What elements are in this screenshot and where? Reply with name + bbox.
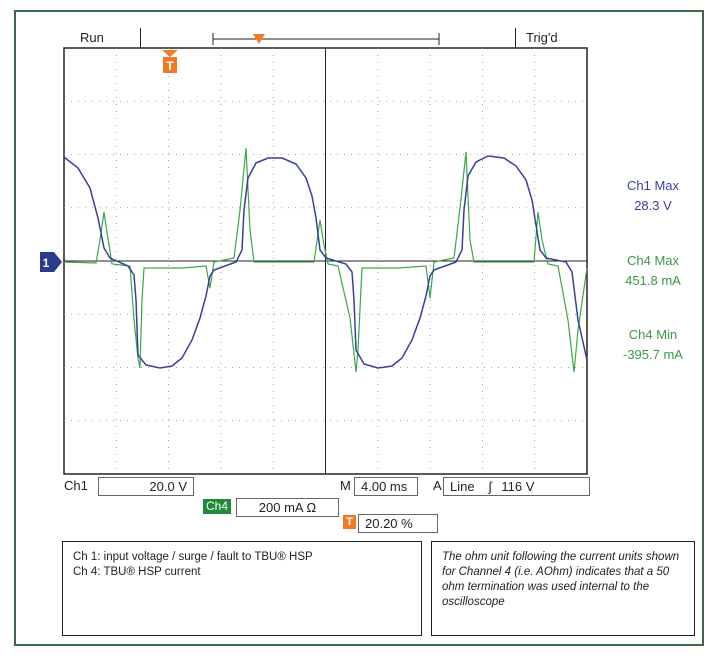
trigger-label: A	[433, 478, 442, 493]
ch1-scale: 20.0 V	[149, 479, 187, 494]
status-divider	[140, 28, 141, 50]
ch4-scale: 200 mA Ω	[258, 500, 317, 515]
ch4-max-measurement: Ch4 Max 451.8 mA	[598, 251, 708, 291]
legend-ch4: Ch 4: TBU® HSP current	[73, 566, 201, 578]
ch4-min-label: Ch4 Min	[628, 327, 678, 342]
trigger-level: 116 V	[501, 479, 535, 494]
trigger-marker-label: T	[166, 59, 174, 73]
channel-legend-note: Ch 1: input voltage / surge / fault to T…	[62, 541, 422, 636]
trigger-box: Line ∫ 116 V	[443, 477, 590, 496]
trigger-status: Trig'd	[526, 30, 558, 45]
ch1-ground-marker: 1	[40, 252, 62, 272]
timebase-box: 4.00 ms	[354, 477, 418, 496]
timebase-scale: 4.00 ms	[361, 479, 408, 494]
trigger-position: 20.20 %	[365, 516, 413, 531]
trigger-position-marker	[253, 34, 265, 44]
ch4-min-value: -395.7 mA	[623, 347, 683, 362]
timebase-label: M	[340, 478, 351, 493]
ch1-ground-label: 1	[43, 256, 50, 270]
status-divider	[515, 28, 516, 50]
rising-edge-icon: ∫	[488, 479, 492, 494]
ch4-max-value: 451.8 mA	[625, 273, 681, 288]
ch1-max-value: 28.3 V	[634, 198, 672, 213]
trigger-marker: T	[162, 50, 178, 73]
run-status: Run	[80, 30, 104, 45]
trigger-position-box: 20.20 %	[358, 514, 438, 533]
graticule-grid	[64, 48, 587, 474]
trigger-position-icon: T	[343, 515, 356, 529]
ohm-unit-note: The ohm unit following the current units…	[431, 541, 695, 636]
ch4-max-label: Ch4 Max	[626, 253, 680, 268]
ch1-max-label: Ch1 Max	[626, 178, 680, 193]
ch4-scale-box: 200 mA Ω	[236, 498, 339, 517]
record-window-bracket	[212, 33, 440, 45]
ch4-min-measurement: Ch4 Min -395.7 mA	[598, 325, 708, 365]
ch1-max-measurement: Ch1 Max 28.3 V	[598, 176, 708, 216]
ch1-readout-label: Ch1	[64, 478, 88, 493]
legend-ch1: Ch 1: input voltage / surge / fault to T…	[73, 551, 313, 563]
ch1-trace	[63, 155, 588, 369]
trigger-source: Line	[450, 479, 475, 494]
ch1-scale-box: 20.0 V	[98, 477, 194, 496]
ch4-readout-label: Ch4	[203, 499, 232, 514]
